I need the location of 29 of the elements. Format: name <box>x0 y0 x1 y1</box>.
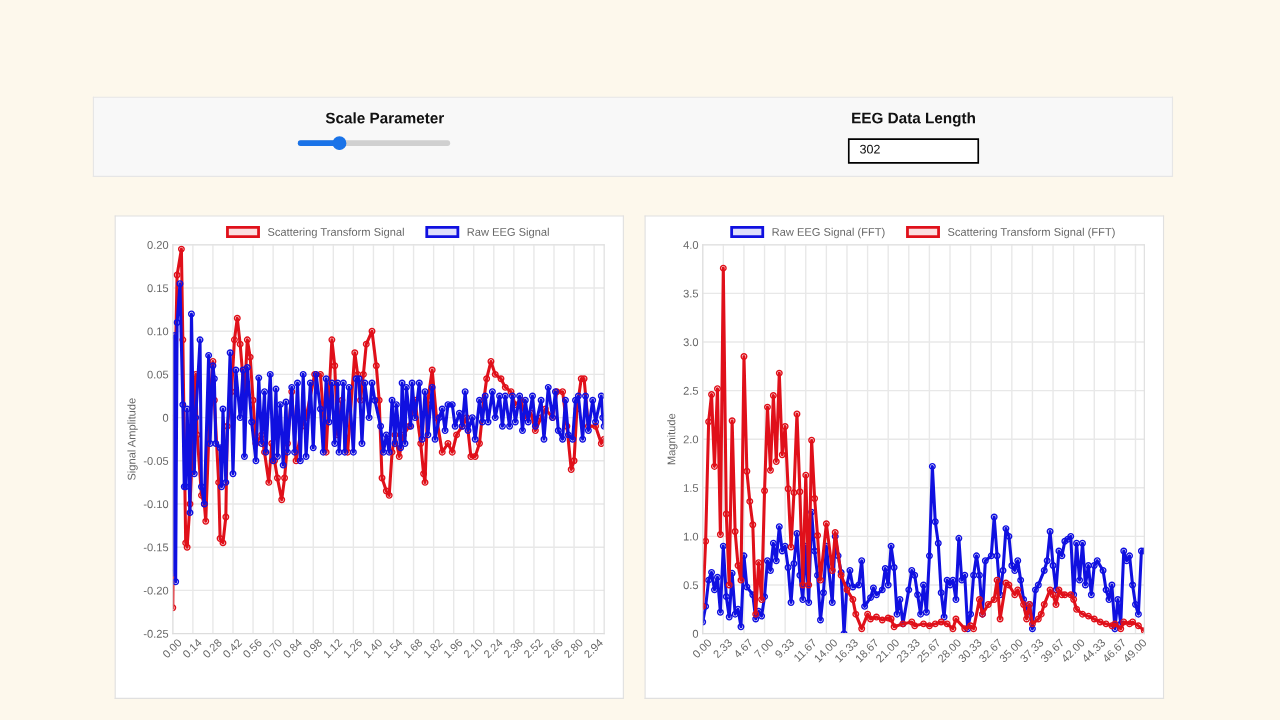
y-tick-label: 3.0 <box>683 338 699 347</box>
y-tick-label: 2.5 <box>683 386 699 395</box>
y-tick-label: 3.5 <box>683 289 699 298</box>
y-tick-label: 1.5 <box>683 484 699 492</box>
y-tick-label: 1.0 <box>683 532 699 541</box>
y-tick-label: 0.05 <box>147 370 169 379</box>
y-tick-label: -0.20 <box>143 586 169 595</box>
y-tick-label: 2.0 <box>683 435 699 444</box>
y-tick-label: 0.10 <box>147 327 169 336</box>
y-tick-label: -0.25 <box>143 629 169 638</box>
text: EEG Data Length <box>852 112 975 127</box>
y-tick-label: 0.20 <box>147 241 169 249</box>
y-tick-label: 4.0 <box>683 241 699 249</box>
text: 302 <box>860 144 880 154</box>
text: Scale Parameter <box>325 112 445 124</box>
y-tick-label: -0.10 <box>143 500 169 509</box>
y-axis-title: Signal Amplitude <box>127 398 138 481</box>
y-tick-label: -0.15 <box>143 543 169 552</box>
legend-label: Scattering Transform Signal <box>267 227 404 239</box>
y-axis-title: Magnitude <box>667 413 678 465</box>
y-tick-label: 0.5 <box>683 581 699 590</box>
y-tick-label: 0 <box>692 629 699 638</box>
y-tick-label: 0.15 <box>147 284 169 293</box>
y-tick-label: 0 <box>162 413 169 422</box>
legend-label: Raw EEG Signal <box>467 227 549 239</box>
legend-label: Scattering Transform Signal (FFT) <box>947 227 1115 239</box>
legend-label: Raw EEG Signal (FFT) <box>772 227 885 239</box>
x-tick-label: 7.00 <box>753 638 774 659</box>
y-tick-label: -0.05 <box>143 457 169 465</box>
